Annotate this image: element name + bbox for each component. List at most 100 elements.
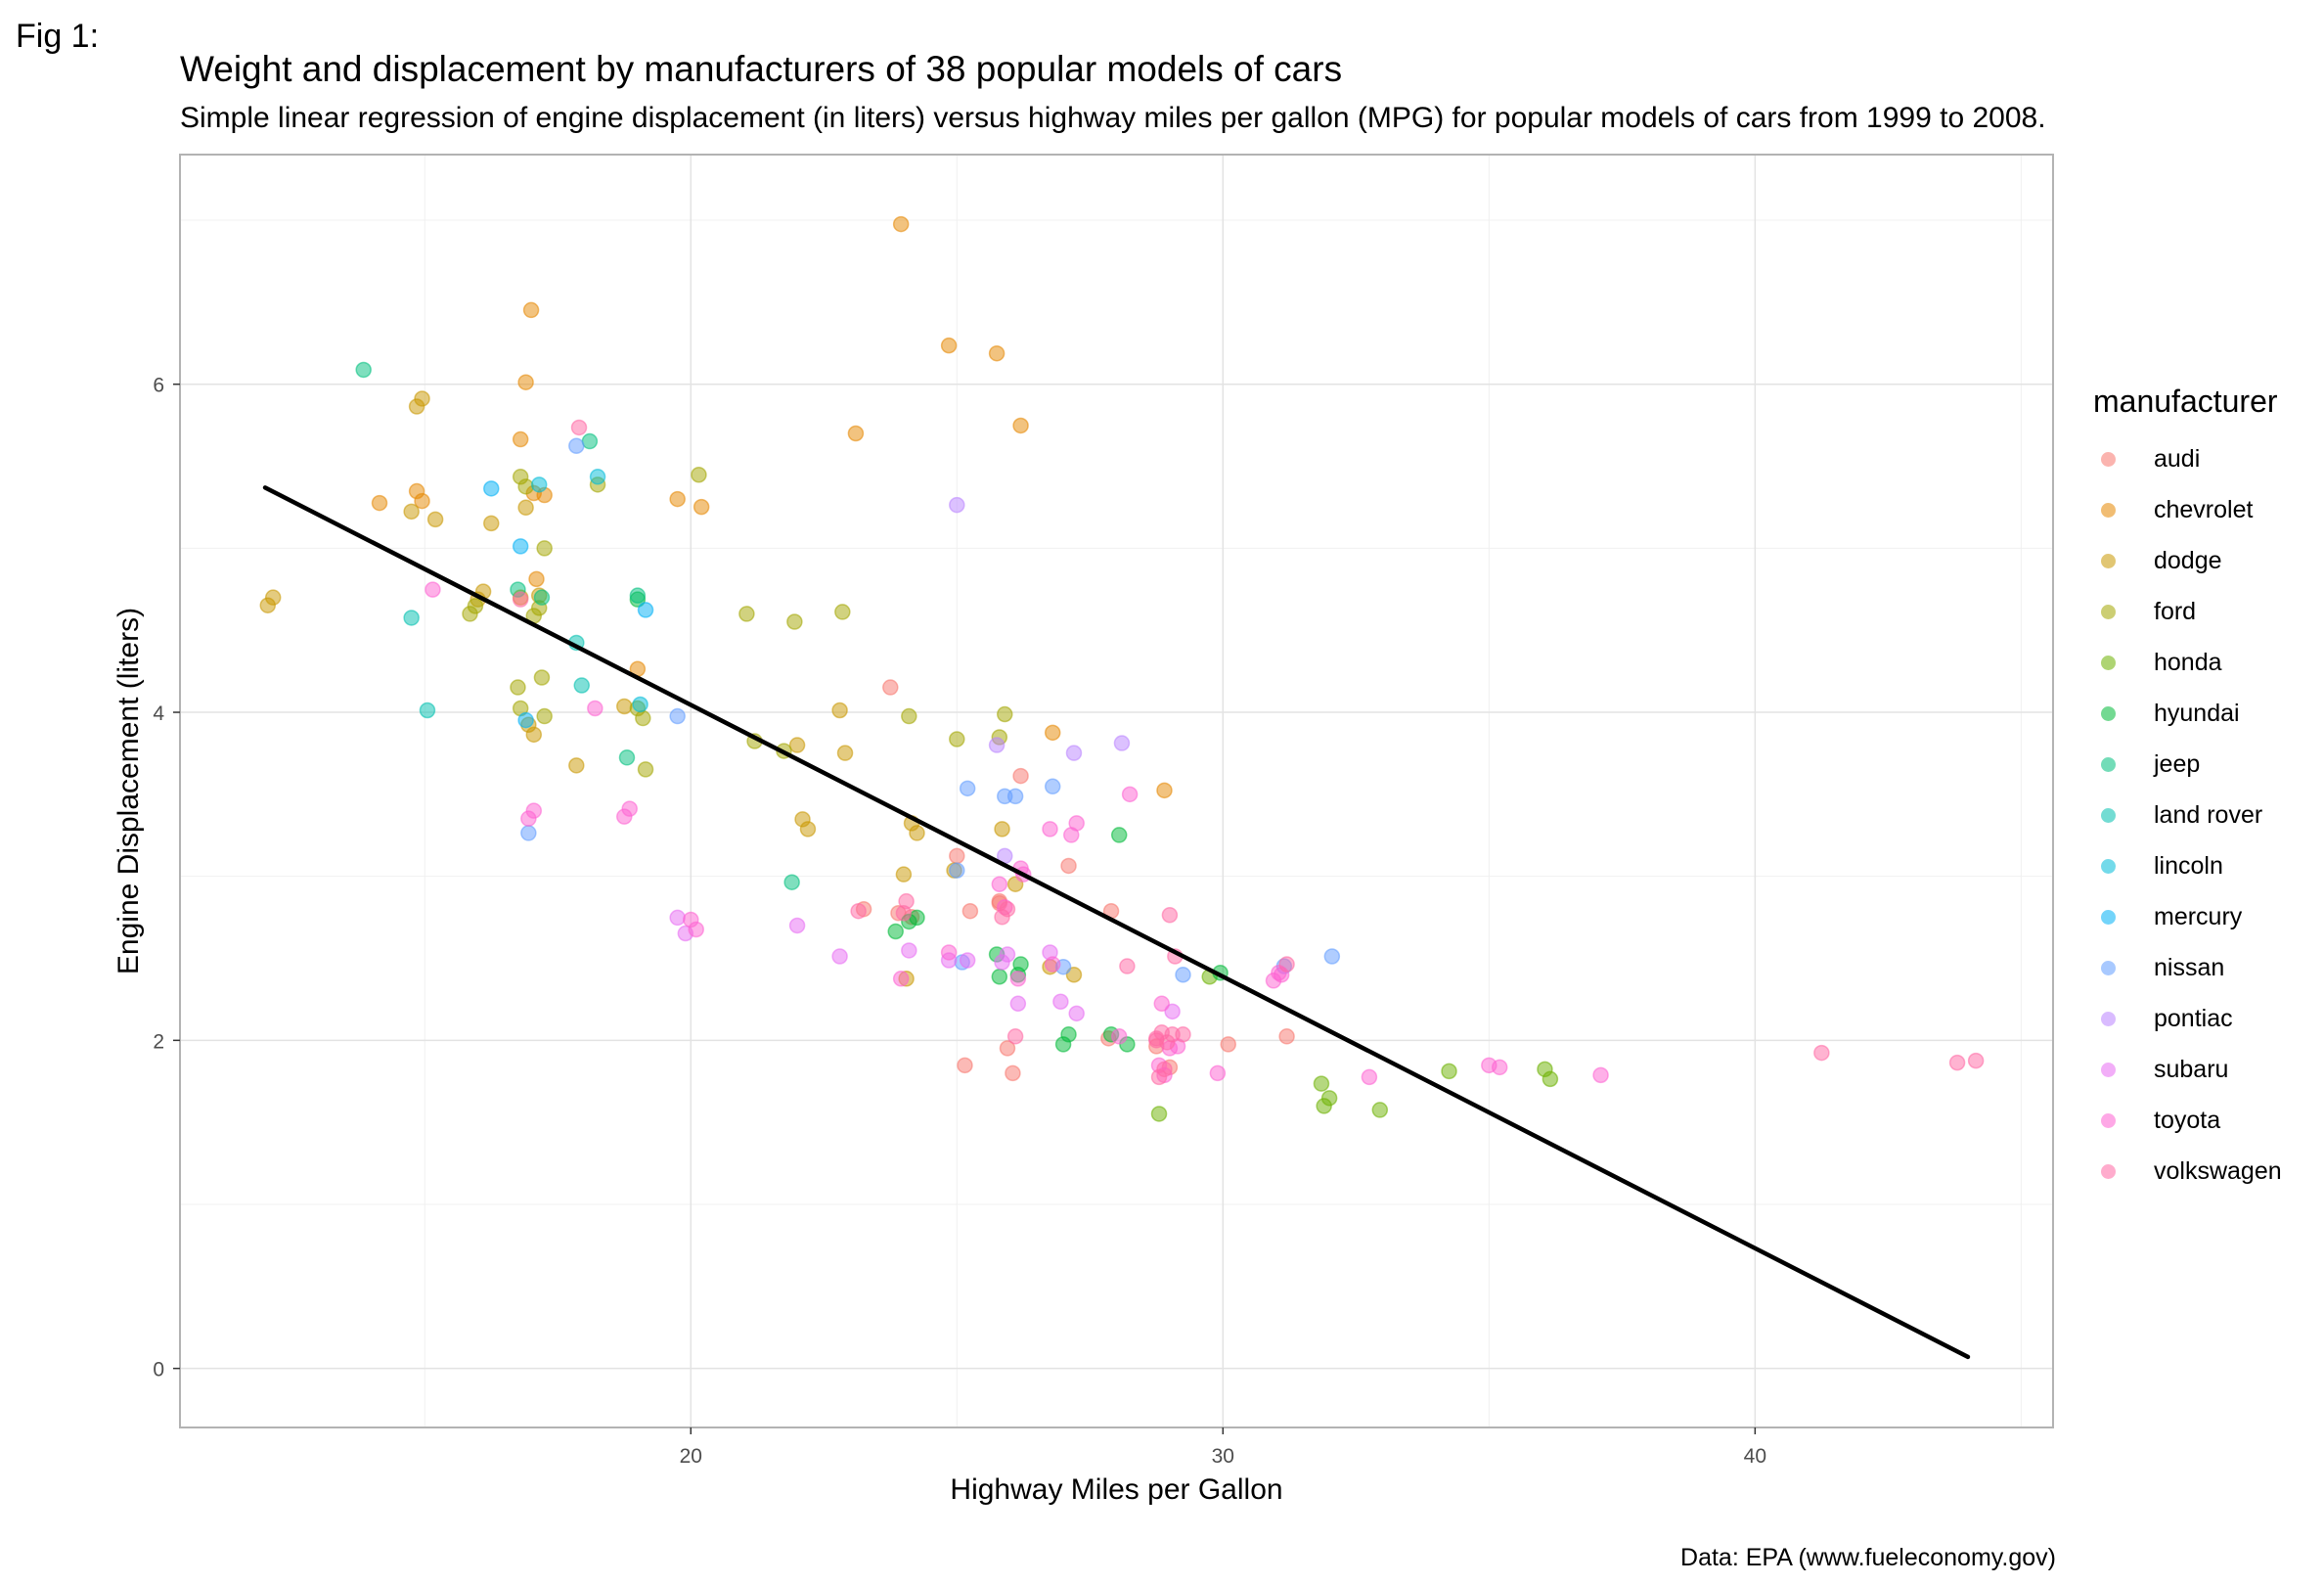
data-point-chevrolet bbox=[408, 482, 425, 500]
legend-item-volkswagen: volkswagen bbox=[2093, 1146, 2282, 1197]
data-point-ford bbox=[901, 707, 917, 725]
data-point-dodge bbox=[794, 811, 811, 828]
data-point-ford bbox=[510, 679, 526, 696]
legend-label: pontiac bbox=[2154, 1004, 2233, 1032]
data-point-audi bbox=[949, 847, 965, 865]
data-point-toyota bbox=[991, 876, 1008, 892]
data-point-honda bbox=[1316, 1098, 1332, 1114]
y-tick-label: 6 bbox=[153, 375, 164, 397]
data-point-jeep bbox=[581, 432, 599, 450]
data-point-audi bbox=[1012, 767, 1029, 785]
data-point-toyota bbox=[1044, 956, 1061, 973]
legend-item-mercury: mercury bbox=[2093, 891, 2282, 942]
data-point-toyota bbox=[1042, 821, 1058, 838]
data-point-audi bbox=[1220, 1036, 1236, 1053]
data-point-audi bbox=[961, 902, 979, 920]
axes: 20 30 40 0 2 4 6 Highway Miles per Gallon Engine… bbox=[112, 375, 1766, 1506]
y-tick-label: 2 bbox=[153, 1030, 164, 1053]
legend-item-subaru: subaru bbox=[2093, 1044, 2282, 1095]
legend-item-dodge: dodge bbox=[2093, 535, 2282, 586]
data-point-toyota bbox=[520, 810, 537, 827]
data-point-ford bbox=[691, 467, 707, 483]
data-point-chevrolet bbox=[522, 301, 540, 319]
legend-label: jeep bbox=[2154, 749, 2201, 778]
data-point-hyundai bbox=[887, 923, 904, 940]
data-point-volkswagen bbox=[1161, 906, 1179, 924]
chart-title: Weight and displacement by manufacturers… bbox=[180, 49, 1343, 89]
data-point-dodge bbox=[568, 757, 585, 774]
legend-dot-icon bbox=[2100, 604, 2116, 619]
data-point-nissan bbox=[949, 862, 965, 879]
legend-item-pontiac: pontiac bbox=[2093, 993, 2282, 1044]
legend-label: chevrolet bbox=[2154, 495, 2254, 523]
legend-dot-icon bbox=[2100, 451, 2116, 467]
regression-line bbox=[262, 485, 1971, 1360]
data-point-lincoln bbox=[530, 476, 548, 493]
data-point-audi bbox=[1005, 1064, 1021, 1082]
data-point-hyundai bbox=[991, 969, 1008, 985]
legend-key bbox=[2093, 553, 2123, 568]
data-point-volkswagen bbox=[1813, 1044, 1830, 1062]
legend-key bbox=[2093, 858, 2123, 874]
data-point-jeep bbox=[783, 874, 800, 890]
legend-label: lincoln bbox=[2154, 851, 2223, 880]
chart-subtitle: Simple linear regression of engine displ… bbox=[180, 102, 2046, 134]
data-point-toyota bbox=[1110, 1028, 1128, 1045]
data-point-dodge bbox=[895, 866, 913, 883]
data-point-jeep bbox=[355, 361, 372, 379]
legend-key bbox=[2093, 960, 2123, 975]
y-tick-label: 0 bbox=[153, 1359, 164, 1381]
data-point-toyota bbox=[587, 700, 603, 717]
data-point-subaru bbox=[831, 948, 848, 965]
data-point-nissan bbox=[1044, 778, 1061, 795]
legend: manufacturer audi chevrolet dodge ford honda… bbox=[2093, 384, 2282, 1197]
data-point-chevrolet bbox=[1012, 417, 1029, 434]
data-point-toyota bbox=[683, 911, 699, 928]
legend-item-audi: audi bbox=[2093, 433, 2282, 484]
legend-dot-icon bbox=[2100, 1062, 2116, 1077]
data-point-dodge bbox=[831, 702, 848, 719]
data-point-pontiac bbox=[1065, 745, 1083, 761]
data-point-volkswagen bbox=[512, 591, 529, 608]
legend-label: honda bbox=[2154, 648, 2222, 676]
legend-label: hyundai bbox=[2154, 699, 2240, 727]
legend-label: nissan bbox=[2154, 953, 2225, 981]
data-point-hyundai bbox=[1110, 827, 1128, 843]
legend-item-nissan: nissan bbox=[2093, 942, 2282, 993]
data-point-lincoln bbox=[632, 696, 648, 713]
data-point-chevrolet bbox=[940, 337, 958, 354]
data-point-dodge bbox=[1065, 967, 1083, 983]
data-point-volkswagen bbox=[895, 904, 913, 922]
data-point-toyota bbox=[425, 581, 441, 598]
legend-key bbox=[2093, 1112, 2123, 1128]
data-point-honda bbox=[1313, 1075, 1330, 1092]
data-point-chevrolet bbox=[528, 570, 545, 588]
data-point-pontiac bbox=[1113, 735, 1131, 751]
data-point-dodge bbox=[517, 499, 534, 517]
legend-dot-icon bbox=[2100, 705, 2116, 721]
data-point-nissan bbox=[959, 780, 976, 797]
data-point-chevrolet bbox=[988, 344, 1006, 362]
data-points bbox=[259, 215, 1985, 1122]
data-point-chevrolet bbox=[693, 498, 710, 516]
data-point-nissan bbox=[568, 437, 585, 455]
data-point-chevrolet bbox=[892, 215, 910, 233]
data-point-dodge bbox=[836, 745, 854, 761]
data-point-dodge bbox=[259, 597, 277, 613]
legend-dot-icon bbox=[2100, 909, 2116, 925]
legend-item-hyundai: hyundai bbox=[2093, 688, 2282, 739]
legend-item-land-rover: land rover bbox=[2093, 790, 2282, 840]
data-point-pontiac bbox=[988, 737, 1006, 753]
legend-key bbox=[2093, 756, 2123, 772]
legend-item-toyota: toyota bbox=[2093, 1095, 2282, 1146]
data-point-audi bbox=[882, 679, 899, 696]
data-point-subaru bbox=[669, 909, 686, 927]
legend-dot-icon bbox=[2100, 553, 2116, 568]
data-point-pontiac bbox=[949, 496, 965, 514]
legend-key bbox=[2093, 502, 2123, 518]
data-point-land-rover bbox=[573, 677, 590, 694]
data-point-chevrolet bbox=[371, 494, 388, 512]
x-axis-title: Highway Miles per Gallon bbox=[950, 1473, 1282, 1506]
data-point-toyota bbox=[1481, 1057, 1497, 1074]
